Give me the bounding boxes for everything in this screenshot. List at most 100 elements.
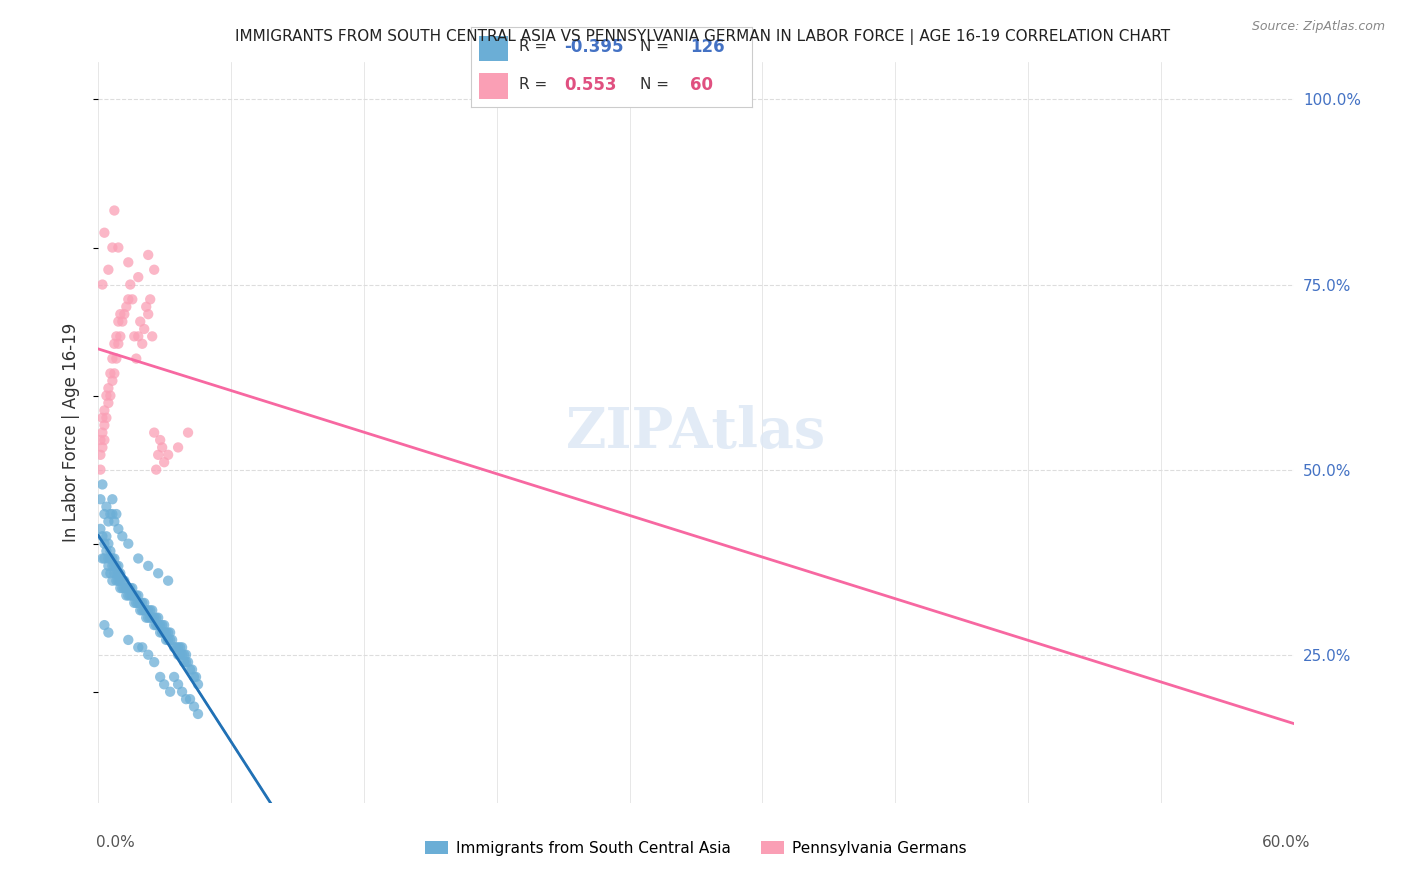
Point [93, 551, 115, 566]
Point [111, 314, 134, 328]
Point [91, 551, 114, 566]
Point [96, 500, 118, 514]
Point [111, 581, 134, 595]
Text: 0.0%: 0.0% [96, 836, 135, 850]
Point [169, 640, 191, 655]
Point [115, 581, 138, 595]
Point [127, 596, 149, 610]
Point [125, 589, 148, 603]
Point [135, 300, 157, 314]
Point [91, 410, 114, 425]
Point [91, 477, 114, 491]
Point [153, 618, 176, 632]
Point [127, 589, 149, 603]
Point [93, 507, 115, 521]
Point [160, 632, 183, 647]
Point [187, 677, 209, 691]
Point [93, 418, 115, 433]
Point [107, 314, 129, 328]
Point [97, 396, 120, 410]
Point [177, 655, 200, 669]
Text: N =: N = [640, 39, 673, 54]
Point [139, 293, 162, 307]
Point [112, 307, 135, 321]
Point [150, 441, 173, 455]
Point [91, 529, 114, 543]
Point [150, 625, 173, 640]
Point [97, 381, 120, 395]
Point [101, 351, 124, 366]
Point [141, 603, 163, 617]
Point [107, 522, 129, 536]
Point [97, 625, 120, 640]
Point [179, 663, 201, 677]
Point [148, 448, 170, 462]
Point [89, 462, 111, 476]
Point [93, 403, 115, 417]
Point [103, 203, 125, 218]
Point [131, 640, 153, 655]
Point [149, 670, 172, 684]
Point [111, 529, 134, 543]
Text: 0.553: 0.553 [564, 76, 616, 94]
Point [110, 329, 132, 343]
Point [117, 632, 139, 647]
Point [136, 558, 159, 573]
Point [129, 596, 152, 610]
Point [110, 307, 132, 321]
Point [136, 307, 159, 321]
Y-axis label: In Labor Force | Age 16-19: In Labor Force | Age 16-19 [62, 323, 80, 542]
Point [157, 448, 180, 462]
Point [136, 648, 159, 662]
Point [134, 596, 156, 610]
Point [134, 322, 156, 336]
Point [110, 574, 132, 588]
Point [96, 566, 118, 581]
Point [93, 433, 115, 447]
Point [143, 610, 166, 624]
Point [124, 329, 146, 343]
Text: 126: 126 [690, 37, 725, 56]
Point [131, 336, 153, 351]
Point [89, 522, 111, 536]
Point [103, 566, 125, 581]
Point [183, 670, 205, 684]
Point [187, 706, 209, 721]
Point [89, 492, 111, 507]
Point [103, 367, 125, 381]
Point [141, 610, 163, 624]
Text: R =: R = [519, 39, 553, 54]
Point [105, 329, 128, 343]
Text: N =: N = [640, 77, 673, 92]
Point [117, 255, 139, 269]
Point [98, 544, 122, 558]
Point [105, 558, 128, 573]
Text: IMMIGRANTS FROM SOUTH CENTRAL ASIA VS PENNSYLVANIA GERMAN IN LABOR FORCE | AGE 1: IMMIGRANTS FROM SOUTH CENTRAL ASIA VS PE… [235, 29, 1171, 45]
Point [117, 536, 139, 550]
Point [127, 640, 149, 655]
Point [173, 655, 195, 669]
Point [107, 240, 129, 254]
Point [121, 581, 143, 595]
Point [103, 551, 125, 566]
Point [148, 610, 170, 624]
Point [148, 618, 170, 632]
Point [134, 603, 156, 617]
Point [101, 574, 124, 588]
Point [183, 699, 205, 714]
Text: 60.0%: 60.0% [1263, 836, 1310, 850]
Bar [479, 73, 508, 99]
Point [117, 293, 139, 307]
Point [145, 462, 167, 476]
Point [153, 625, 176, 640]
Point [149, 625, 172, 640]
Text: ZIPAtlas: ZIPAtlas [565, 405, 827, 460]
Point [112, 574, 135, 588]
Point [141, 329, 163, 343]
Point [105, 574, 128, 588]
Point [159, 685, 181, 699]
Point [167, 677, 190, 691]
Point [169, 648, 191, 662]
Point [107, 336, 129, 351]
Point [149, 618, 172, 632]
